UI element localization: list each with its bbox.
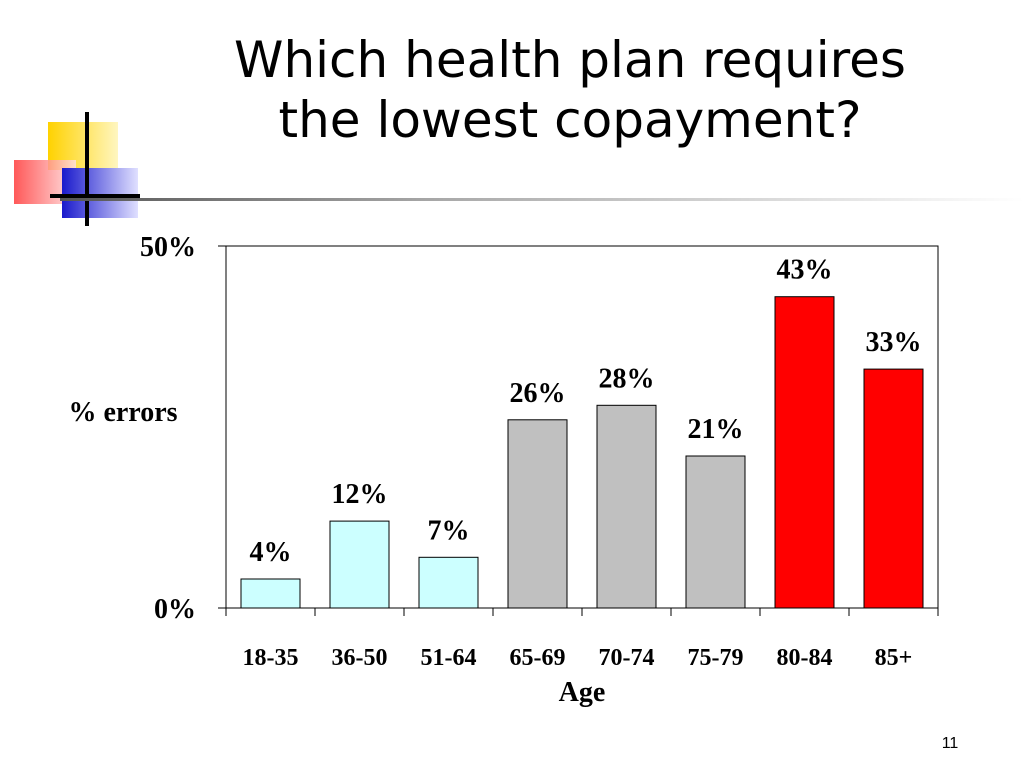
value-labels-group: 4% 12% 7% 26% 28% 21% 43% 33%: [250, 255, 922, 568]
x-tick-label-70-74: 70-74: [599, 645, 655, 671]
y-axis-label: % errors: [68, 397, 177, 428]
bar-75-79: [685, 455, 746, 609]
value-label-85+: 33%: [866, 327, 922, 358]
y-tick-label-0: 0%: [154, 594, 196, 625]
slide-title-line-1: Which health plan requires: [234, 31, 906, 89]
bar-65-69: [507, 419, 568, 609]
x-tick-labels-group: 18-35 36-50 51-64 65-69 70-74 75-79 80-84 85+: [225, 608, 939, 671]
x-tick-label-75-79: 75-79: [688, 645, 744, 671]
title-divider: [60, 198, 1024, 201]
value-label-36-50: 12%: [332, 479, 388, 510]
bar-80-84: [774, 296, 835, 609]
slide-number: 11: [941, 735, 959, 752]
value-label-18-35: 4%: [250, 537, 292, 568]
x-axis-label: Age: [559, 677, 606, 708]
x-tick-label-65-69: 65-69: [510, 645, 566, 671]
bars-group: [240, 296, 924, 609]
value-label-75-79: 21%: [688, 414, 744, 445]
value-label-51-64: 7%: [428, 515, 470, 546]
x-tick-label-18-35: 18-35: [243, 645, 299, 671]
x-tick-label-85+: 85+: [875, 645, 913, 671]
x-tick-label-80-84: 80-84: [777, 645, 833, 671]
x-tick-label-51-64: 51-64: [421, 645, 477, 671]
bar-18-35: [240, 578, 301, 609]
y-tick-label-50: 50%: [140, 232, 196, 263]
value-label-80-84: 43%: [777, 255, 833, 286]
y-axis-group: 0% 50%: [140, 232, 226, 625]
slide-title: Which health plan requires the lowest co…: [140, 30, 1000, 150]
bar-36-50: [329, 520, 390, 609]
value-label-65-69: 26%: [510, 378, 566, 409]
bar-85+: [863, 368, 924, 609]
slide-title-line-2: the lowest copayment?: [278, 91, 862, 149]
bar-51-64: [418, 556, 479, 609]
x-tick-label-36-50: 36-50: [332, 645, 388, 671]
slide-decoration-icon: [14, 112, 140, 226]
value-label-70-74: 28%: [599, 363, 655, 394]
bar-70-74: [596, 404, 657, 609]
